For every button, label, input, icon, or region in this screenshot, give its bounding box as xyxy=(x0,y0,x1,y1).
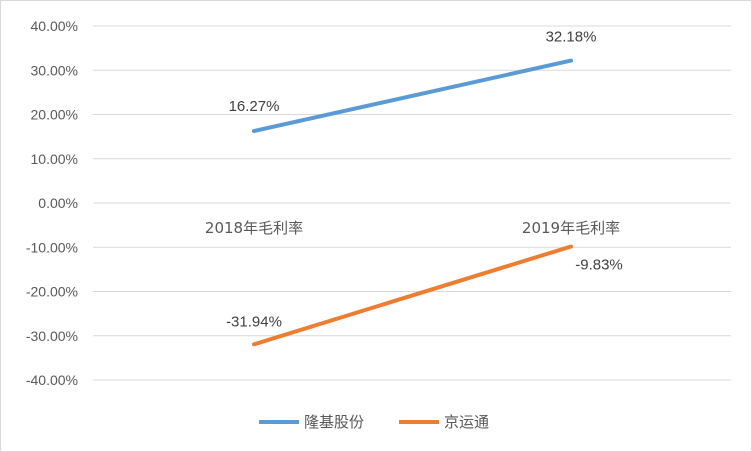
series-lines xyxy=(252,58,573,347)
legend: 隆基股份 京运通 xyxy=(259,413,489,431)
data-labels: 16.27% 32.18% -31.94% -9.83% xyxy=(226,29,623,331)
y-tick-label: 30.00% xyxy=(31,62,78,78)
y-tick-label: -40.00% xyxy=(26,372,78,388)
data-label: -31.94% xyxy=(226,313,282,330)
y-tick-label: -10.00% xyxy=(26,239,78,255)
data-label: 32.18% xyxy=(546,29,597,46)
x-axis-category-labels: 2018年毛利率 2019年毛利率 xyxy=(205,219,620,237)
series-line xyxy=(252,58,573,134)
y-axis-tick-labels: 40.00% 30.00% 20.00% 10.00% 0.00% -10.00% -20.… xyxy=(26,18,78,388)
x-category-label: 2018年毛利率 xyxy=(205,219,303,237)
series-line xyxy=(252,244,573,347)
y-tick-label: -20.00% xyxy=(26,284,78,300)
legend-label: 隆基股份 xyxy=(304,413,364,431)
y-tick-label: -30.00% xyxy=(26,328,78,344)
data-label: -9.83% xyxy=(575,256,623,273)
data-label: 16.27% xyxy=(229,98,280,115)
gridlines xyxy=(93,25,731,381)
x-category-label: 2019年毛利率 xyxy=(522,219,620,237)
legend-label: 京运通 xyxy=(444,413,489,431)
y-tick-label: 10.00% xyxy=(31,151,78,167)
y-tick-label: 20.00% xyxy=(31,107,78,123)
y-tick-label: 40.00% xyxy=(31,18,78,34)
y-tick-label: 0.00% xyxy=(38,195,78,211)
